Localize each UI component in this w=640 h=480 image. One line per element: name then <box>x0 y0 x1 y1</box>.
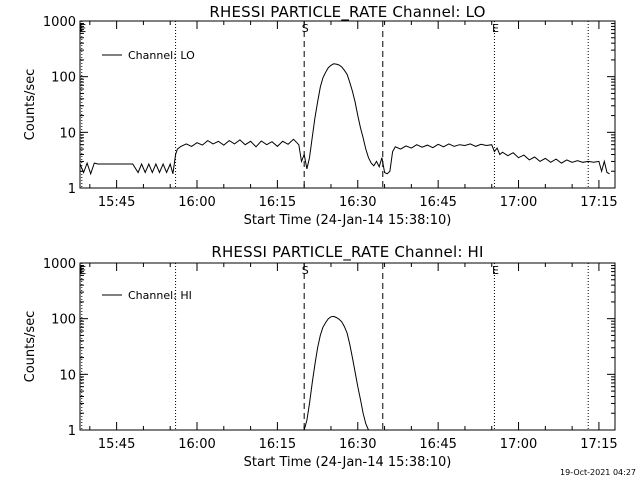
x-tick-label: 16:00 <box>178 437 215 452</box>
y-tick-label: 1 <box>68 182 76 197</box>
y-tick-label: 10 <box>59 126 76 141</box>
x-tick-label: 16:45 <box>419 437 456 452</box>
legend-label: Channel: HI <box>128 289 192 302</box>
series-line <box>80 63 610 176</box>
x-tick-label: 17:15 <box>580 437 617 452</box>
x-axis-label: Start Time (24-Jan-14 15:38:10) <box>244 213 452 228</box>
time-marker-label: E <box>79 264 86 277</box>
y-axis-label: Counts/sec <box>23 311 38 383</box>
x-tick-label: 16:00 <box>178 195 215 210</box>
chart-title: RHESSI PARTICLE_RATE Channel: LO <box>209 3 485 22</box>
series-line <box>303 315 369 430</box>
lo-channel-panel: RHESSI PARTICLE_RATE Channel: LO 1 10 100 10… <box>23 3 618 228</box>
x-tick-label: 15:45 <box>98 437 135 452</box>
plot-frame <box>79 262 616 431</box>
y-tick-label: 1 <box>68 424 76 439</box>
y-tick-label: 1000 <box>43 15 76 30</box>
y-tick-label: 100 <box>51 71 76 86</box>
x-tick-label: 17:15 <box>580 195 617 210</box>
time-marker-label: E <box>492 22 499 35</box>
x-tick-label: 16:30 <box>339 195 376 210</box>
y-axis-label: Counts/sec <box>23 69 38 141</box>
x-axis-label: Start Time (24-Jan-14 15:38:10) <box>244 455 452 470</box>
legend-label: Channel: LO <box>128 49 195 62</box>
y-tick-label: 100 <box>51 313 76 328</box>
x-tick-label: 17:00 <box>500 437 537 452</box>
y-tick-label: 1000 <box>43 257 76 272</box>
x-tick-label: 16:15 <box>259 437 296 452</box>
generation-timestamp: 19-Oct-2021 04:27 <box>560 468 636 477</box>
time-marker-label: S <box>302 22 309 35</box>
x-tick-label: 15:45 <box>98 195 135 210</box>
x-tick-label: 16:30 <box>339 437 376 452</box>
hi-channel-panel: RHESSI PARTICLE_RATE Channel: HI 1 10 100 10… <box>23 243 618 470</box>
time-marker-label: S <box>302 264 309 277</box>
x-tick-label: 17:00 <box>500 195 537 210</box>
x-tick-label: 16:45 <box>419 195 456 210</box>
x-tick-label: 16:15 <box>259 195 296 210</box>
y-tick-label: 10 <box>59 368 76 383</box>
time-marker-label: E <box>492 264 499 277</box>
plot-frame <box>79 20 616 189</box>
chart-title: RHESSI PARTICLE_RATE Channel: HI <box>211 243 483 262</box>
time-marker-label: E <box>79 22 86 35</box>
